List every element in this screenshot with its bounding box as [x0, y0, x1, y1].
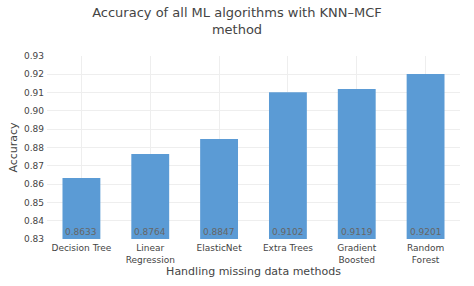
svg-text:0.9102: 0.9102 — [272, 227, 304, 237]
svg-text:0.91: 0.91 — [24, 88, 44, 98]
svg-text:Accuracy of all ML algorithms: Accuracy of all ML algorithms with KNN–M… — [92, 5, 382, 37]
svg-text:0.89: 0.89 — [24, 124, 44, 134]
svg-text:LinearRegression: LinearRegression — [126, 243, 175, 265]
svg-text:0.83: 0.83 — [24, 234, 44, 244]
svg-text:0.8764: 0.8764 — [134, 227, 166, 237]
svg-text:RandomForest: RandomForest — [407, 243, 444, 265]
svg-text:0.88: 0.88 — [24, 143, 44, 153]
svg-text:Extra Trees: Extra Trees — [263, 243, 313, 253]
svg-text:Decision Tree: Decision Tree — [51, 243, 111, 253]
svg-text:ElasticNet: ElasticNet — [196, 243, 242, 253]
svg-text:0.9201: 0.9201 — [410, 227, 442, 237]
svg-text:0.92: 0.92 — [24, 69, 44, 79]
svg-text:0.8847: 0.8847 — [203, 227, 235, 237]
svg-text:Handling missing data methods: Handling missing data methods — [166, 265, 341, 278]
svg-text:0.8633: 0.8633 — [65, 227, 97, 237]
svg-text:0.87: 0.87 — [24, 161, 44, 171]
svg-text:GradientBoosted: GradientBoosted — [337, 243, 377, 265]
svg-text:0.84: 0.84 — [24, 216, 44, 226]
svg-text:0.86: 0.86 — [24, 179, 44, 189]
svg-text:0.85: 0.85 — [24, 198, 44, 208]
svg-text:Accuracy: Accuracy — [7, 122, 20, 173]
svg-text:0.9119: 0.9119 — [341, 227, 373, 237]
svg-text:0.90: 0.90 — [24, 106, 44, 116]
svg-text:0.93: 0.93 — [24, 51, 44, 61]
